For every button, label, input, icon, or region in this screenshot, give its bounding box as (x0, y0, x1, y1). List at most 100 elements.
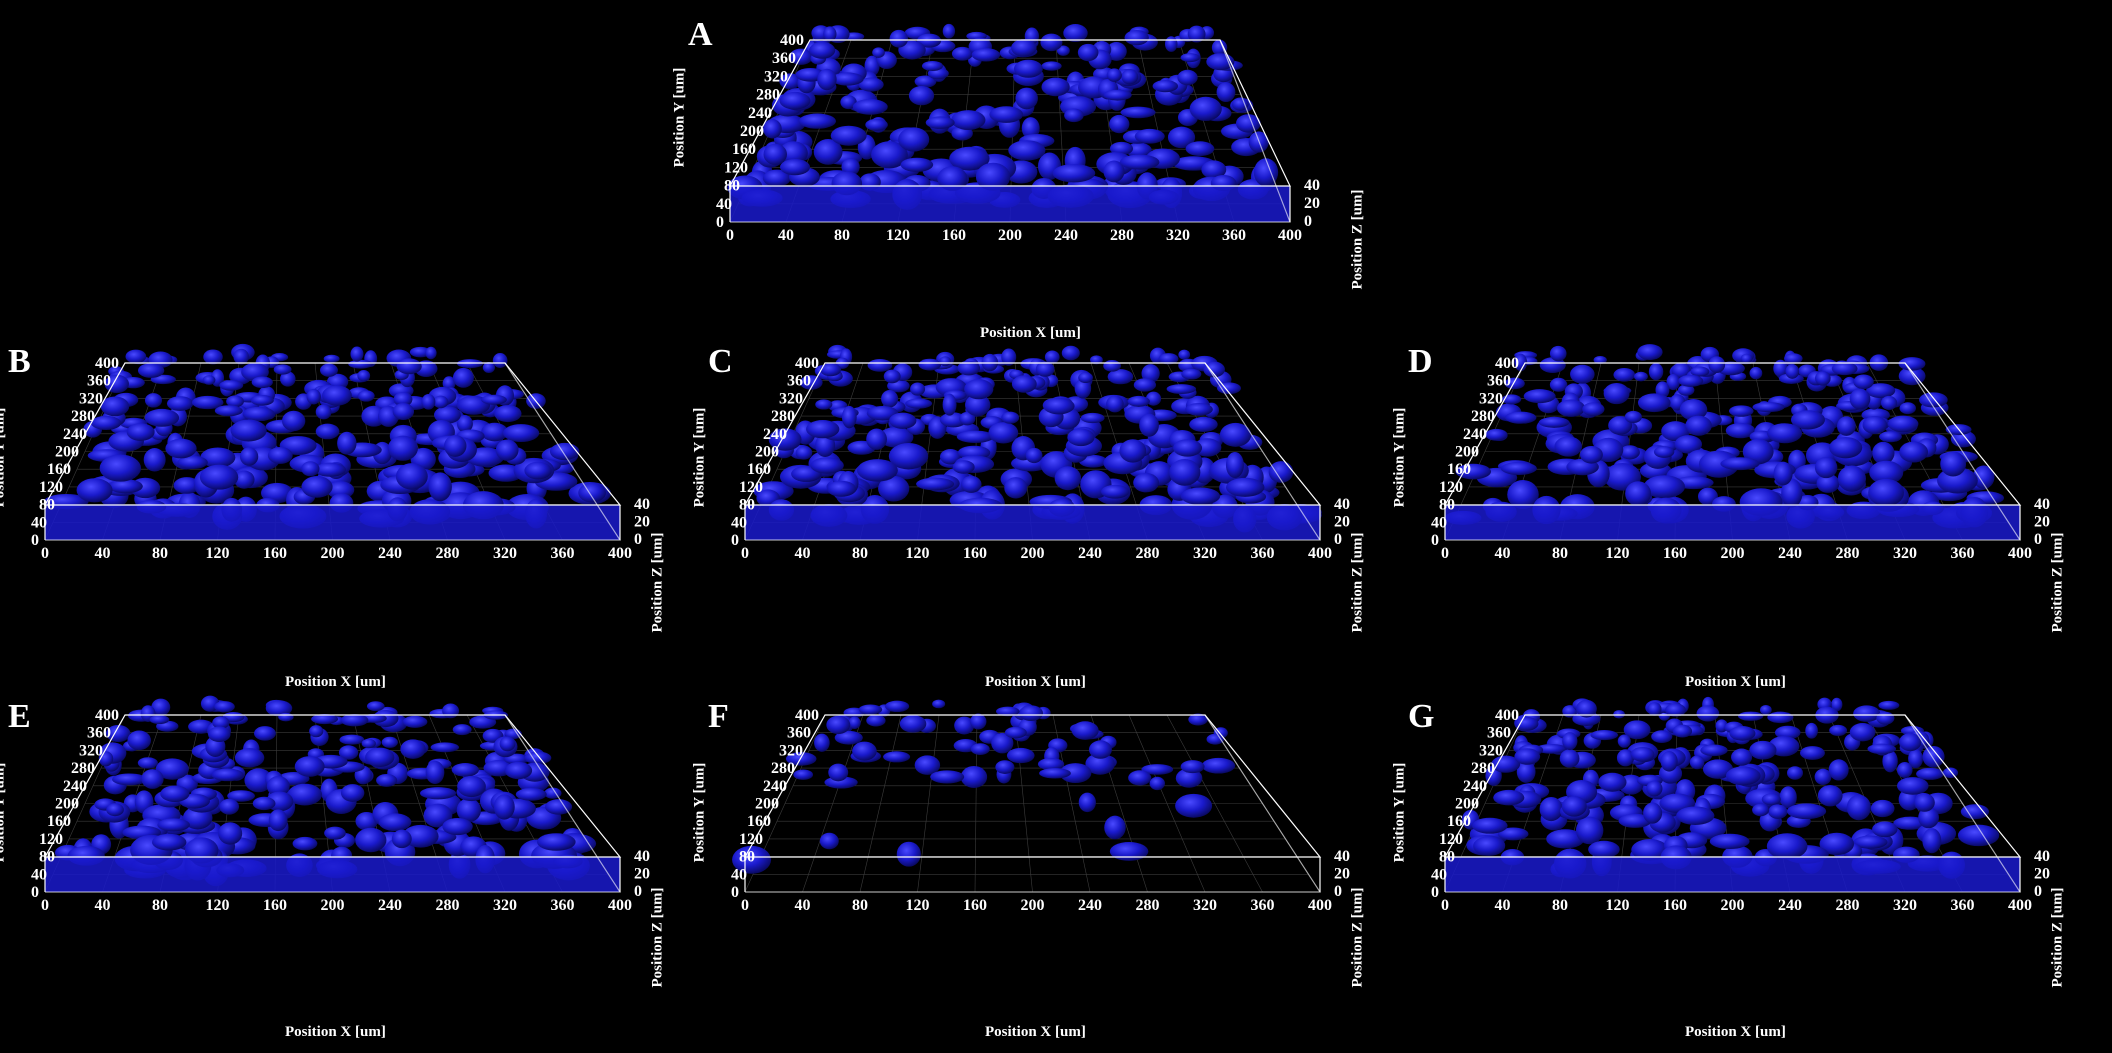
x-tick-label: 120 (906, 897, 930, 914)
biofilm-cells (732, 699, 1236, 874)
x-tick-label: 40 (795, 897, 811, 914)
x-tick-label: 0 (41, 545, 49, 562)
x-tick-label: 280 (436, 897, 460, 914)
x-tick-label: 240 (1778, 897, 1802, 914)
y-tick-label: 240 (63, 426, 87, 443)
biofilm-3d-render: 0 40 80 120 160 200 240 280 320 360 40004080120160… (731, 344, 1350, 562)
y-tick-label: 200 (1455, 796, 1479, 813)
y-tick-label: 320 (1479, 742, 1503, 759)
x-tick-label: 320 (1193, 897, 1217, 914)
y-tick-label: 400 (780, 32, 804, 49)
y-tick-label: 360 (87, 725, 111, 742)
z-axis-title: Position Z [um] (2049, 887, 2066, 988)
x-axis-title: Position X [um] (285, 1024, 386, 1040)
biofilm-3d-render: 0 40 80 120 160 200 240 280 320 360 40004080120160… (731, 699, 1350, 914)
x-tick-label: 240 (1078, 897, 1102, 914)
bounding-box (743, 714, 1322, 893)
x-tick-label: 320 (493, 897, 517, 914)
x-tick-label: 360 (1251, 897, 1275, 914)
biofilm-3d-render: 0 40 80 120 160 200 240 280 320 360 40004080120160… (1431, 344, 2050, 562)
x-tick-label: 40 (795, 545, 811, 562)
x-tick-label: 120 (906, 545, 930, 562)
y-tick-label: 40 (31, 514, 47, 531)
y-tick-label: 360 (787, 725, 811, 742)
z-tick-label: 0 (1304, 213, 1312, 230)
y-axis-title: Position Y [um] (691, 407, 708, 508)
x-tick-label: 360 (551, 545, 575, 562)
panel-label: A (688, 16, 713, 53)
z-tick-label: 20 (1304, 195, 1320, 212)
y-tick-label: 400 (95, 355, 119, 372)
x-tick-label: 0 (726, 227, 734, 244)
biofilm-cells (1444, 344, 2005, 529)
y-tick-label: 320 (779, 390, 803, 407)
z-tick-label: 0 (2034, 531, 2042, 548)
y-axis-title: Position Y [um] (691, 762, 708, 863)
panel-d: D 0 40 80 120 160 200 240 280 320 360 400 0 40 80 120 1… (1391, 344, 2100, 695)
x-axis-title: Position X [um] (1685, 674, 1786, 690)
x-tick-label: 40 (95, 897, 111, 914)
z-tick-label: 40 (2034, 848, 2050, 865)
y-tick-label: 40 (31, 866, 47, 883)
y-tick-label: 280 (771, 760, 795, 777)
y-tick-label: 240 (748, 105, 772, 122)
x-tick-label: 120 (1606, 545, 1630, 562)
y-tick-label: 240 (1463, 778, 1487, 795)
y-tick-label: 0 (1431, 884, 1439, 901)
y-tick-label: 280 (1471, 760, 1495, 777)
y-tick-label: 360 (1487, 725, 1511, 742)
x-tick-label: 240 (378, 897, 402, 914)
y-tick-label: 40 (1431, 866, 1447, 883)
x-ticks: 0 40 80 120 160 200 240 280 320 360 400 (741, 545, 1332, 562)
x-tick-label: 240 (1778, 545, 1802, 562)
bounding-box (43, 714, 622, 893)
x-axis-title: Position X [um] (985, 1024, 1086, 1040)
y-tick-label: 160 (732, 141, 756, 158)
y-tick-label: 360 (787, 373, 811, 390)
x-tick-label: 400 (608, 545, 632, 562)
y-tick-label: 320 (79, 390, 103, 407)
x-tick-label: 280 (1110, 227, 1134, 244)
y-tick-label: 120 (724, 159, 748, 176)
y-tick-label: 200 (755, 444, 779, 461)
y-tick-label: 40 (731, 866, 747, 883)
z-tick-label: 20 (2034, 866, 2050, 883)
x-tick-label: 80 (1552, 897, 1568, 914)
x-tick-label: 40 (778, 227, 794, 244)
x-tick-label: 320 (1166, 227, 1190, 244)
x-tick-label: 160 (1663, 545, 1687, 562)
y-tick-label: 200 (1455, 444, 1479, 461)
y-tick-label: 400 (95, 707, 119, 724)
x-tick-label: 160 (963, 545, 987, 562)
y-tick-label: 120 (739, 479, 763, 496)
x-tick-label: 280 (436, 545, 460, 562)
x-tick-label: 280 (1836, 897, 1860, 914)
biofilm-cells (753, 344, 1322, 533)
y-tick-label: 160 (47, 813, 71, 830)
x-tick-label: 0 (741, 897, 749, 914)
z-tick-label: 40 (634, 496, 650, 513)
z-axis-title: Position Z [um] (1349, 189, 1366, 290)
y-tick-label: 80 (724, 178, 740, 195)
y-tick-label: 40 (716, 196, 732, 213)
y-axis-title: Position Y [um] (0, 762, 8, 863)
z-axis-title: Position Z [um] (649, 532, 666, 633)
x-axis-title: Position X [um] (980, 325, 1081, 341)
floor-grid (744, 714, 1321, 893)
z-tick-label: 0 (2034, 883, 2042, 900)
x-tick-label: 0 (41, 897, 49, 914)
x-tick-label: 120 (206, 545, 230, 562)
x-tick-label: 400 (1308, 897, 1332, 914)
y-tick-label: 280 (71, 408, 95, 425)
y-tick-label: 280 (756, 87, 780, 104)
x-tick-label: 400 (2008, 897, 2032, 914)
x-tick-label: 120 (1606, 897, 1630, 914)
y-tick-label: 240 (63, 778, 87, 795)
x-tick-label: 200 (1021, 897, 1045, 914)
z-axis-title: Position Z [um] (1349, 887, 1366, 988)
biofilm-cells (1461, 696, 2000, 879)
